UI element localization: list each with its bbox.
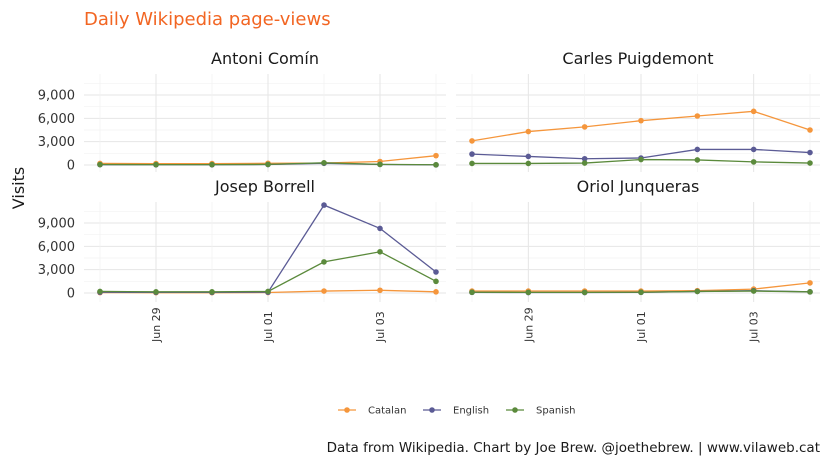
data-point-english — [433, 269, 439, 275]
legend: Catalan English Spanish — [338, 406, 576, 417]
data-point-spanish — [581, 289, 588, 296]
data-point-spanish — [209, 161, 215, 168]
y-tick-label: 0 — [67, 287, 75, 302]
legend-item-catalan: Catalan — [338, 406, 406, 417]
data-point-spanish — [750, 288, 757, 294]
data-point-spanish — [750, 159, 757, 165]
y-tick-label: 6,000 — [38, 240, 75, 255]
y-tick-label: 9,000 — [38, 89, 75, 104]
data-point-english — [321, 202, 327, 208]
legend-label: Spanish — [536, 406, 576, 417]
x-tick-label: Jul 03 — [748, 311, 761, 343]
data-point-catalan — [469, 138, 475, 144]
x-tick-label: Jul 01 — [635, 311, 648, 343]
data-point-spanish — [638, 289, 644, 296]
y-tick-label: 6,000 — [38, 112, 75, 127]
facet-panel: Oriol Junqueras Jun 29 Jul 01 Jul 03 — [456, 177, 820, 343]
x-tick-label: Jul 01 — [262, 311, 275, 343]
legend-item-english: English — [423, 406, 489, 417]
data-point-english — [807, 149, 813, 156]
facet-panel: Antoni Comín 0 3,000 6,000 9,000 — [38, 49, 446, 174]
data-point-english — [469, 151, 475, 157]
data-point-spanish — [377, 248, 383, 255]
legend-item-spanish: Spanish — [506, 406, 576, 417]
data-point-spanish — [377, 161, 383, 168]
data-point-english — [750, 146, 757, 153]
data-point-spanish — [807, 160, 813, 166]
data-point-english — [694, 146, 701, 153]
data-point-spanish — [525, 160, 532, 167]
facet-title: Carles Puigdemont — [562, 49, 713, 68]
data-point-catalan — [807, 280, 813, 286]
data-point-spanish — [265, 288, 271, 295]
y-tick-label: 0 — [67, 159, 75, 174]
legend-label: English — [453, 406, 489, 417]
data-point-spanish — [638, 156, 644, 163]
data-point-english — [377, 225, 383, 232]
y-tick-label: 9,000 — [38, 217, 75, 232]
data-point-spanish — [433, 161, 439, 168]
facet-panel: Carles Puigdemont — [456, 49, 820, 172]
data-point-english — [581, 155, 588, 162]
data-point-catalan — [377, 287, 383, 294]
data-point-spanish — [581, 160, 588, 166]
chart-title: Daily Wikipedia page-views — [84, 9, 331, 30]
data-point-spanish — [525, 289, 532, 296]
data-point-catalan — [525, 128, 532, 135]
y-axis-label: Visits — [9, 167, 28, 209]
legend-key-point — [429, 407, 435, 413]
y-tick-label: 3,000 — [38, 135, 75, 150]
data-point-catalan — [750, 108, 757, 115]
x-tick-label: Jun 29 — [522, 307, 535, 343]
data-point-spanish — [97, 288, 103, 295]
facet-title: Oriol Junqueras — [577, 177, 700, 196]
data-point-spanish — [153, 289, 159, 295]
data-point-spanish — [97, 161, 103, 168]
data-point-spanish — [469, 289, 475, 296]
chart-caption: Data from Wikipedia. Chart by Joe Brew. … — [327, 440, 820, 456]
facet-panel: Josep Borrell 0 3,000 6,000 9,000 Jun 29 Jul 0… — [38, 177, 446, 343]
data-point-spanish — [321, 160, 327, 166]
data-point-catalan — [433, 152, 439, 159]
legend-key-point — [344, 407, 350, 413]
data-point-catalan — [433, 289, 439, 295]
legend-key-point — [512, 407, 518, 413]
data-point-spanish — [694, 157, 701, 163]
data-point-spanish — [265, 161, 271, 168]
facet-title: Josep Borrell — [214, 177, 315, 196]
data-point-catalan — [694, 113, 701, 119]
data-point-catalan — [638, 117, 644, 124]
data-point-spanish — [153, 161, 159, 168]
legend-label: Catalan — [368, 406, 406, 417]
facet-panels: Antoni Comín 0 3,000 6,000 9,000 Carles Puigd… — [38, 49, 820, 343]
data-point-spanish — [694, 288, 701, 295]
data-point-spanish — [433, 278, 439, 285]
data-point-catalan — [807, 127, 813, 133]
data-point-spanish — [807, 289, 813, 295]
y-tick-label: 3,000 — [38, 263, 75, 278]
data-point-spanish — [469, 160, 475, 167]
data-point-catalan — [321, 288, 327, 294]
facet-title: Antoni Comín — [211, 49, 319, 68]
data-point-catalan — [581, 124, 588, 130]
x-tick-label: Jul 03 — [374, 311, 387, 343]
data-point-spanish — [321, 259, 327, 265]
data-point-spanish — [209, 289, 215, 295]
data-point-english — [525, 153, 532, 160]
x-tick-label: Jun 29 — [150, 307, 163, 343]
